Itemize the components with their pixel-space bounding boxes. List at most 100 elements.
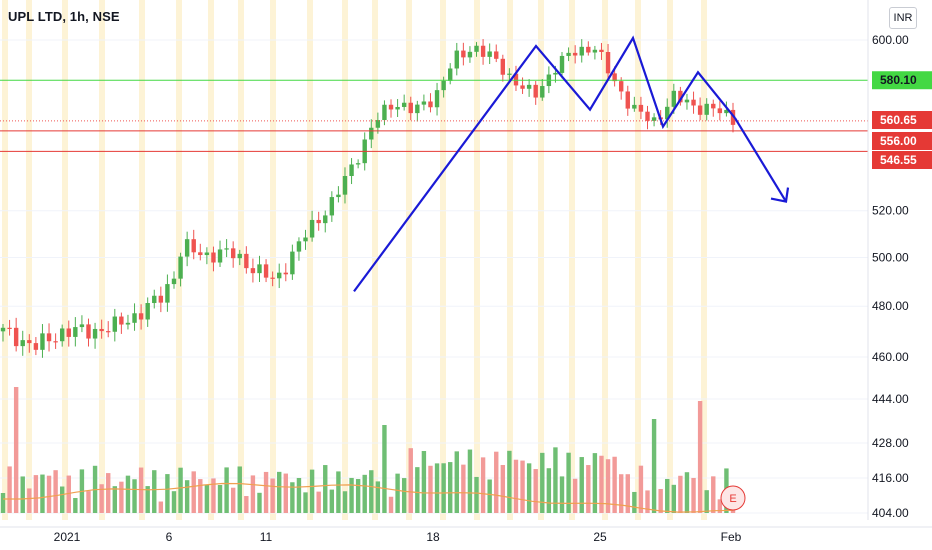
volume-bar [106,473,111,513]
volume-bar [309,469,315,513]
candle-body [500,58,506,75]
candle-body [355,163,361,165]
candle-body [559,55,565,73]
session-band [507,0,513,520]
earnings-marker-icon[interactable]: E [720,485,746,511]
earnings-letter: E [729,493,736,505]
price-gridlines [0,39,868,514]
candle-body [684,99,690,103]
candle-body [66,328,71,337]
volume-bar [415,467,420,513]
candle-body [237,253,242,259]
volume-bar [290,482,295,513]
volume-bars [0,387,736,513]
volume-bar [211,478,216,513]
price-label-support: 546.55 [872,151,932,169]
volume-bar [237,466,242,513]
price-axis: 600.00 520.00 500.00 480.00 460.00 444.00 428.… [867,0,932,520]
volume-bar [467,449,473,513]
candle-body [566,52,571,56]
price-label-box [872,151,932,169]
candle-body [106,331,111,333]
candle-body [125,322,131,325]
currency-button[interactable]: INR [889,7,917,29]
candle-body [638,104,644,112]
candle-body [145,303,150,320]
price-tick-label: 444.00 [872,392,909,406]
volume-bar [158,501,164,513]
volume-bar [40,474,45,513]
volume-bar [171,491,177,513]
volume-bar [605,459,611,513]
volume-bar [441,463,446,513]
volume-bar [711,476,716,513]
price-tick-label: 520.00 [872,204,909,218]
candle-body [46,333,52,342]
candle-body [388,104,394,110]
candle-body [382,104,387,121]
candle-body [86,324,91,339]
session-band [307,0,313,520]
volume-bar [119,481,124,513]
volume-bar [20,476,25,513]
candle-body [158,295,164,303]
session-band [474,0,480,520]
volume-bar [395,473,400,513]
candle-body [59,328,65,342]
price-label-box [872,71,932,90]
volume-bar [572,478,578,513]
volume-bar [145,486,150,513]
earnings-marker: E [720,485,746,511]
volume-bar [448,462,453,513]
volume-bar [428,465,433,513]
volume-bar [329,489,335,513]
volume-bar [540,452,545,513]
time-tick-label: Feb [721,530,742,544]
session-band [62,0,68,520]
volume-bar [46,475,52,513]
projection-arrow-head [770,187,790,203]
price-label-text: 580.10 [880,73,917,87]
price-label-box [872,111,932,129]
candle-body [191,239,196,253]
volume-bar [375,481,381,513]
volume-bar [520,460,525,513]
candle-body [329,197,335,216]
session-band [270,0,276,520]
price-tick-label: 416.00 [872,471,909,485]
candle-body [165,284,170,303]
candle-body [184,239,190,257]
volume-bar [342,491,348,513]
time-tick-label: 2021 [54,530,81,544]
candle-body [92,328,98,339]
volume-bar [270,478,275,513]
session-band [99,0,105,520]
candle-body [323,215,328,224]
volume-bar [349,477,354,513]
volume-bar [263,471,269,513]
price-tick-label: 480.00 [872,299,909,313]
volume-bar [224,467,229,513]
volume-bar [487,479,492,513]
volume-bar [7,466,12,513]
price-label-support: 556.00 [872,132,932,150]
volume-bar [625,474,630,513]
volume-bar [217,485,223,513]
volume-bar [53,470,58,513]
volume-bar [599,455,604,513]
price-tick-label: 500.00 [872,251,909,265]
volume-bar [553,447,558,513]
volume-bar [204,484,210,513]
volume-bar [658,488,663,513]
session-band [342,0,348,520]
candle-body [579,46,584,56]
candle-body [467,51,473,58]
session-band [406,0,412,520]
volume-bar [152,470,157,513]
candle-body [448,68,453,81]
session-band [440,0,446,520]
volume-bar [178,467,183,513]
volume-bar [355,479,361,513]
price-tick-label: 600.00 [872,33,909,47]
